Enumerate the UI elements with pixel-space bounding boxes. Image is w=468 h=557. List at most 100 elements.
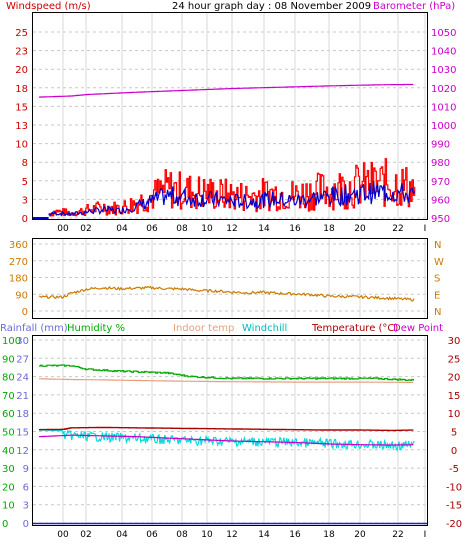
temp-panel-frame <box>32 335 428 526</box>
wind-left-tick: 5 <box>22 177 28 188</box>
legend-rainfall: Rainfall (mm) <box>0 323 68 334</box>
dir-right-tick: N <box>434 240 441 251</box>
temp-x-tick: 02 <box>80 530 91 540</box>
wind-left-tick: 3 <box>22 195 28 206</box>
rain-tick: 15 <box>16 428 29 439</box>
temperature-series <box>39 426 414 432</box>
temp-x-tick: 20 <box>354 530 366 540</box>
wind-left-tick: 10 <box>15 140 28 151</box>
wind-x-tick: 02 <box>80 224 91 234</box>
hum-tick: 60 <box>2 409 15 420</box>
hum-tick: 80 <box>2 373 15 384</box>
temp-x-tick: 08 <box>176 530 188 540</box>
baro-right-tick: 1030 <box>431 65 456 76</box>
baro-right-tick: 1040 <box>431 47 456 58</box>
legend-indoor: Indoor temp <box>173 323 234 334</box>
dir-left-tick: 0 <box>22 307 28 318</box>
wind-direction-series <box>38 285 415 302</box>
baro-right-tick: 1010 <box>431 102 456 113</box>
wind-x-tick: 04 <box>116 224 128 234</box>
temp-right-tick: -15 <box>446 501 462 512</box>
wind-average-series <box>48 180 416 217</box>
wind-x-tick: 00 <box>57 224 69 234</box>
rain-tick: 3 <box>23 501 29 512</box>
temperature-grid <box>33 336 427 525</box>
hum-tick: 50 <box>2 428 15 439</box>
wind-x-tick: I <box>424 224 427 234</box>
hum-tick: 100 <box>2 336 21 347</box>
temp-x-tick: 12 <box>226 530 237 540</box>
wind-left-tick: 8 <box>22 158 28 169</box>
hum-tick: 70 <box>2 391 15 402</box>
barometer-series <box>39 83 414 98</box>
hum-tick: 90 <box>2 354 15 365</box>
windchill-series <box>38 429 415 453</box>
temp-x-tick: I <box>424 530 427 540</box>
temp-x-tick: 04 <box>116 530 128 540</box>
legend-dewpoint: Dew Point <box>393 323 443 334</box>
wind-left-tick: 13 <box>15 121 28 132</box>
rain-tick: 0 <box>23 519 29 530</box>
wind-x-tick: 06 <box>146 224 158 234</box>
dir-right-tick: S <box>434 274 440 285</box>
temp-x-tick: 00 <box>57 530 69 540</box>
baro-right-tick: 980 <box>431 158 450 169</box>
temp-right-tick: 15 <box>448 391 461 402</box>
windspeed-series <box>48 158 416 217</box>
barometer-axis-label: Barometer (hPa) <box>373 1 455 12</box>
temp-x-tick: 18 <box>323 530 335 540</box>
temp-x-tick: 10 <box>201 530 213 540</box>
hum-tick: 0 <box>2 519 8 530</box>
hum-tick: 30 <box>2 464 15 475</box>
temp-right-tick: 0 <box>451 446 457 457</box>
wind-x-tick: 16 <box>289 224 301 234</box>
rain-tick: 24 <box>16 373 29 384</box>
temp-right-tick: -10 <box>446 482 462 493</box>
windspeed-axis-label: Windspeed (m/s) <box>6 1 91 12</box>
dir-right-tick: N <box>434 307 441 318</box>
wind-x-tick: 14 <box>258 224 270 234</box>
dir-left-tick: 360 <box>9 240 28 251</box>
temp-right-tick: -20 <box>446 519 462 530</box>
wind-x-tick: 10 <box>201 224 213 234</box>
wind-x-tick: 18 <box>323 224 335 234</box>
graph-title: 24 hour graph day : 08 November 2009 <box>172 1 371 12</box>
rain-tick: 27 <box>16 354 29 365</box>
baro-right-tick: 960 <box>431 195 450 206</box>
temp-x-tick: 22 <box>392 530 403 540</box>
wind-x-tick: 20 <box>354 224 366 234</box>
wind-x-tick: 12 <box>226 224 237 234</box>
dir-left-tick: 180 <box>9 274 28 285</box>
rain-tick: 18 <box>16 409 29 420</box>
baro-right-tick: 1000 <box>431 121 456 132</box>
rain-tick: 9 <box>23 464 29 475</box>
wind-x-tick: 08 <box>176 224 188 234</box>
temp-right-tick: -5 <box>449 464 459 475</box>
indoor-temp-series <box>39 378 414 383</box>
temp-x-tick: 16 <box>289 530 301 540</box>
baro-right-tick: 950 <box>431 214 450 225</box>
baro-right-tick: 1020 <box>431 84 456 95</box>
temp-right-tick: 20 <box>448 373 461 384</box>
temp-right-tick: 25 <box>448 354 461 365</box>
wind-left-tick: 15 <box>15 102 28 113</box>
wind-x-tick: 22 <box>392 224 403 234</box>
baro-right-tick: 970 <box>431 177 450 188</box>
temp-right-tick: 5 <box>451 428 457 439</box>
dir-left-tick: 90 <box>15 290 28 301</box>
rain-tick: 6 <box>23 482 29 493</box>
wind-left-tick: 23 <box>15 47 28 58</box>
wind-panel-frame <box>32 12 428 220</box>
series-layer <box>33 83 427 525</box>
wind-left-tick: 18 <box>15 84 28 95</box>
legend-windchill: Windchill <box>242 323 287 334</box>
direction-panel-frame <box>32 238 428 319</box>
dewpoint-series <box>39 434 414 446</box>
wind-left-tick: 25 <box>15 28 28 39</box>
rain-tick: 21 <box>16 391 29 402</box>
temp-right-tick: 10 <box>448 409 461 420</box>
hum-tick: 10 <box>2 501 15 512</box>
baro-right-tick: 990 <box>431 140 450 151</box>
